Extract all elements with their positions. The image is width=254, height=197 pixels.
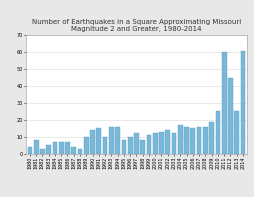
Bar [27, 147, 32, 154]
Bar [140, 140, 145, 154]
Bar [177, 125, 182, 154]
Bar [90, 130, 94, 154]
Bar [96, 128, 101, 154]
Bar [215, 112, 219, 154]
Bar [84, 137, 88, 154]
Bar [233, 112, 238, 154]
Bar [115, 127, 119, 154]
Bar [71, 147, 76, 154]
Bar [183, 127, 188, 154]
Bar [209, 122, 213, 154]
Bar [34, 140, 38, 154]
Title: Number of Earthquakes in a Square Approximating Missouri
Magnitude 2 and Greater: Number of Earthquakes in a Square Approx… [32, 19, 240, 32]
Bar [127, 137, 132, 154]
Bar [146, 135, 151, 154]
Bar [190, 128, 194, 154]
Bar [221, 52, 226, 154]
Bar [59, 142, 63, 154]
Bar [196, 127, 201, 154]
Bar [40, 149, 45, 154]
Bar [65, 142, 70, 154]
Bar [77, 149, 82, 154]
Bar [158, 132, 163, 154]
Bar [202, 127, 207, 154]
Bar [52, 142, 57, 154]
Bar [102, 137, 107, 154]
Bar [165, 130, 169, 154]
Bar [134, 133, 138, 154]
Bar [227, 78, 232, 154]
Bar [46, 145, 51, 154]
Bar [152, 133, 157, 154]
Bar [240, 51, 244, 154]
Bar [121, 140, 126, 154]
Bar [108, 127, 113, 154]
Bar [171, 133, 176, 154]
